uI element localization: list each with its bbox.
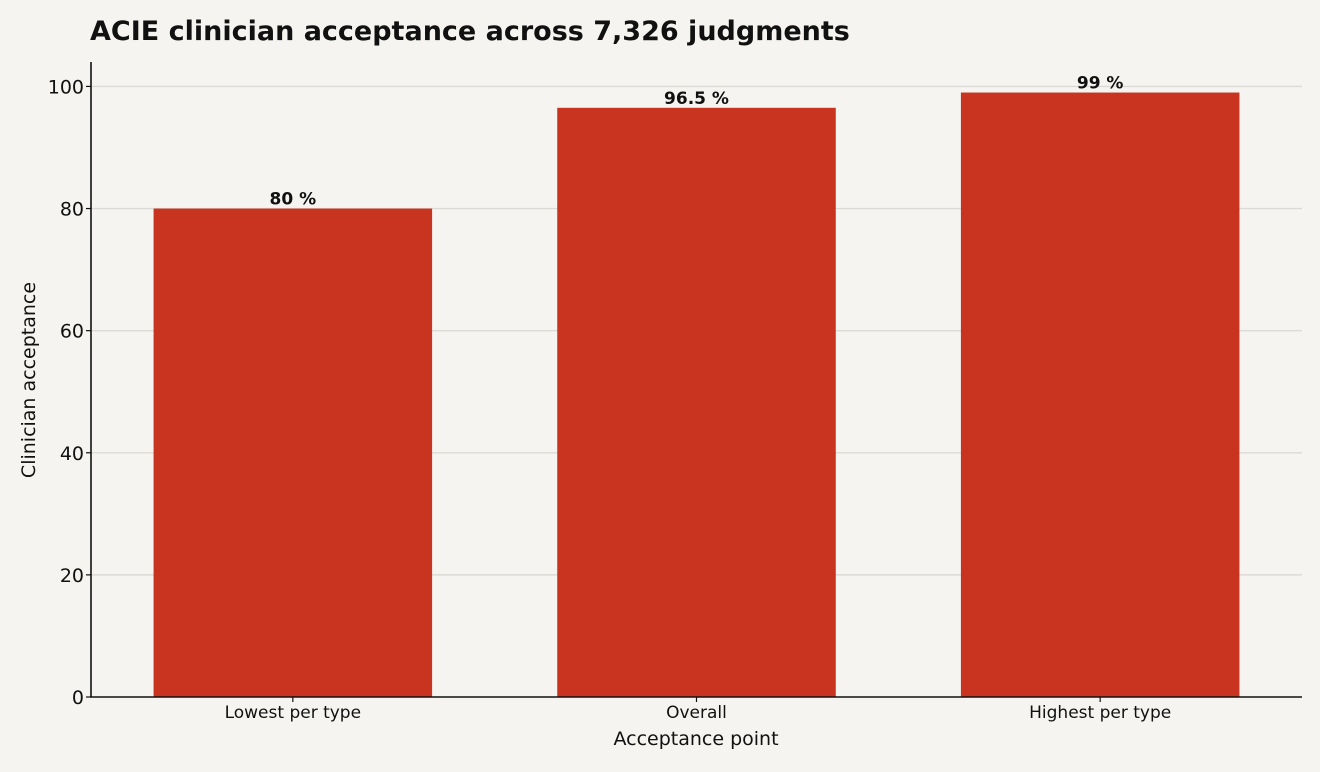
y-tick-label: 60 <box>60 321 84 343</box>
bar-value-label: 80 % <box>270 190 317 210</box>
bar-value-label: 96.5 % <box>664 89 729 109</box>
y-tick-label: 0 <box>72 687 84 709</box>
bars <box>153 92 1240 698</box>
bar <box>557 107 836 697</box>
bar <box>153 208 433 698</box>
x-tick-label: Highest per type <box>1029 703 1171 723</box>
y-tick-label: 40 <box>60 443 84 465</box>
chart-title: ACIE clinician acceptance across 7,326 j… <box>90 16 850 47</box>
value-labels: 80 % 96.5 % 99 % <box>270 74 1124 210</box>
y-tick-label: 100 <box>48 76 84 98</box>
y-tick-labels: 0 20 40 60 80 100 <box>48 76 91 709</box>
bar <box>960 92 1240 697</box>
bar-value-label: 99 % <box>1077 74 1124 94</box>
y-axis-title: Clinician acceptance <box>18 282 40 478</box>
y-tick-label: 20 <box>60 565 84 587</box>
x-tick-label: Lowest per type <box>225 703 361 723</box>
y-tick-label: 80 <box>60 199 84 221</box>
x-tick-label: Overall <box>666 703 727 723</box>
x-tick-labels: Lowest per type Overall Highest per type <box>225 697 1171 723</box>
x-axis-title: Acceptance point <box>613 728 778 750</box>
